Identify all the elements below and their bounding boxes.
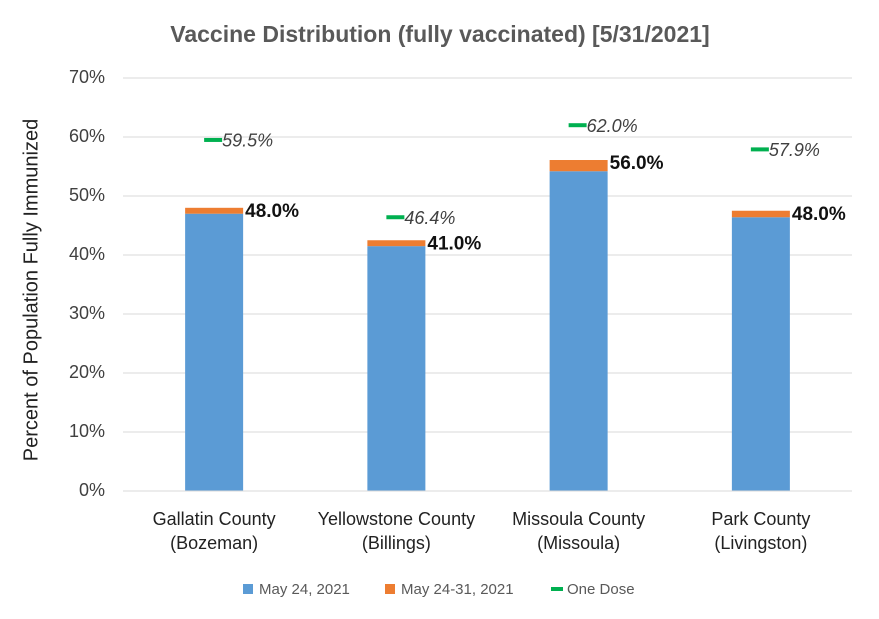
bar-segment xyxy=(549,171,608,491)
legend-label: May 24-31, 2021 xyxy=(401,581,514,598)
marker xyxy=(568,123,587,128)
data-label: 57.9% xyxy=(769,140,820,160)
bar-segment xyxy=(185,207,244,214)
y-tick-label: 50% xyxy=(69,185,105,205)
data-label: 46.4% xyxy=(404,208,455,228)
bar-segment xyxy=(185,213,244,491)
x-tick-label: Missoula County (Missoula) xyxy=(512,509,646,553)
y-tick-label: 30% xyxy=(69,303,105,323)
chart-title: Vaccine Distribution (fully vaccinated) … xyxy=(170,21,709,47)
bar-segment xyxy=(549,160,608,172)
legend-swatch xyxy=(551,587,563,591)
y-axis-label: Percent of Population Fully Immunized xyxy=(20,119,42,461)
y-tick-label: 0% xyxy=(79,480,105,500)
y-tick-label: 40% xyxy=(69,244,105,264)
y-tick-label: 60% xyxy=(69,126,105,146)
bar-segment xyxy=(367,240,426,247)
data-label: 59.5% xyxy=(222,131,273,151)
x-tick-label: Gallatin County (Bozeman) xyxy=(152,509,276,553)
bar-segment xyxy=(731,210,790,218)
legend-label: May 24, 2021 xyxy=(259,581,350,598)
data-label: 62.0% xyxy=(587,116,638,136)
marker xyxy=(204,137,223,142)
total-label: 41.0% xyxy=(427,233,481,254)
bar-segment xyxy=(731,217,790,492)
x-tick-label: Yellowstone County (Billings) xyxy=(317,509,476,553)
legend-label: One Dose xyxy=(567,581,635,598)
y-tick-label: 70% xyxy=(69,67,105,87)
y-tick-label: 20% xyxy=(69,362,105,382)
marker xyxy=(750,147,769,152)
bar-segment xyxy=(367,246,426,491)
x-tick-label: Park County (Livingston) xyxy=(711,509,811,553)
total-label: 48.0% xyxy=(245,201,299,222)
total-label: 56.0% xyxy=(610,153,664,174)
legend-swatch xyxy=(385,584,395,594)
total-label: 48.0% xyxy=(792,204,846,225)
y-tick-label: 10% xyxy=(69,421,105,441)
legend-swatch xyxy=(243,584,253,594)
marker xyxy=(386,215,405,220)
